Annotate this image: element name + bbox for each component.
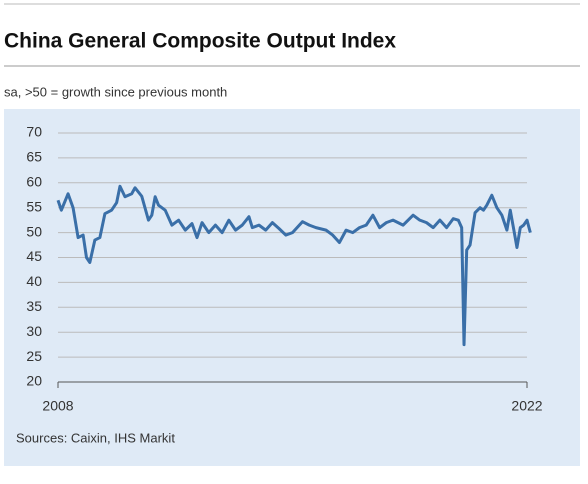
y-tick-label: 50 xyxy=(26,223,42,239)
y-tick-label: 45 xyxy=(26,248,42,264)
y-tick-label: 70 xyxy=(26,124,42,140)
x-tick-label: 2022 xyxy=(511,398,542,414)
y-tick-label: 30 xyxy=(26,323,42,339)
y-tick-label: 40 xyxy=(26,273,42,289)
chart-subtitle: sa, >50 = growth since previous month xyxy=(4,84,227,99)
plot-panel xyxy=(4,109,580,466)
x-tick-label: 2008 xyxy=(42,398,73,414)
y-tick-label: 55 xyxy=(26,198,42,214)
chart-title: China General Composite Output Index xyxy=(4,30,396,53)
y-tick-label: 65 xyxy=(26,149,42,165)
y-tick-label: 25 xyxy=(26,348,42,364)
y-tick-label: 20 xyxy=(26,373,42,389)
y-tick-label: 60 xyxy=(26,174,42,190)
data-line xyxy=(56,184,532,347)
y-tick-label: 35 xyxy=(26,298,42,314)
source-note: Sources: Caixin, IHS Markit xyxy=(16,430,175,445)
